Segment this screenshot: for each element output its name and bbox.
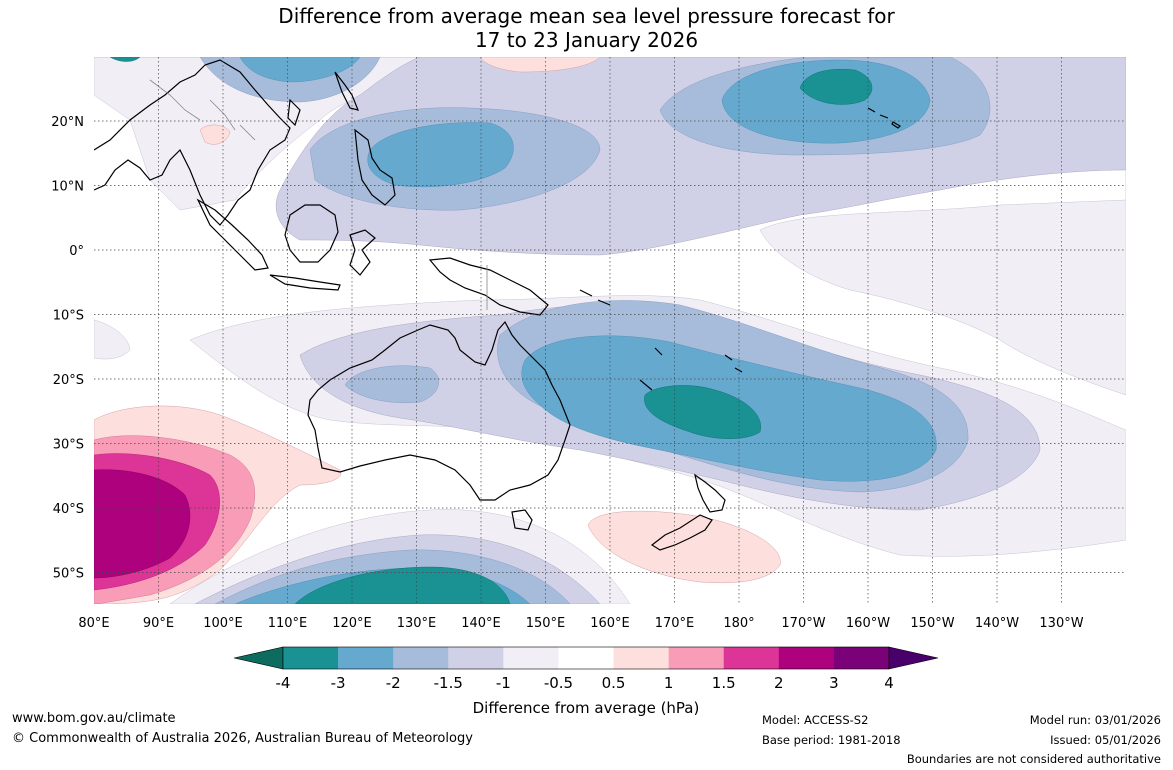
- colorbar-tick-label: 3: [829, 674, 839, 692]
- colorbar: -4 -3 -2 -1.5 -1 -0.5 0.5 1 1.5 2 3 4 Difference fr…: [233, 646, 939, 717]
- colorbar-tick-label: -1.5: [434, 674, 463, 692]
- colorbar-label: Difference from average (hPa): [473, 699, 700, 717]
- country-borders: [149, 79, 488, 310]
- graticule: [94, 57, 1126, 604]
- colorbar-bin: [668, 647, 725, 669]
- colorbar-tick-label: -2: [386, 674, 401, 692]
- colorbar-bin: [778, 647, 835, 669]
- colorbar-bin: [833, 647, 890, 669]
- longitude-label: 180°: [723, 616, 754, 631]
- colorbar-tick-label: -4: [276, 674, 291, 692]
- model-name: Model: ACCESS-S2: [762, 713, 869, 727]
- colorbar-tick-label: 1: [664, 674, 674, 692]
- longitude-label: 110°E: [268, 616, 308, 631]
- tasmania-coastline: [511, 509, 533, 531]
- website-link[interactable]: www.bom.gov.au/climate: [12, 711, 176, 726]
- anomaly-region-weak-negative-west: [94, 319, 131, 360]
- longitude-label: 160°W: [846, 616, 890, 631]
- copyright-text: © Commonwealth of Australia 2026, Austra…: [12, 731, 473, 746]
- title-line-1: Difference from average mean sea level p…: [278, 4, 895, 28]
- longitude-label: 150°E: [526, 616, 566, 631]
- latitude-label: 10°N: [51, 180, 84, 195]
- longitude-label: 130°E: [397, 616, 437, 631]
- latitude-label: 10°S: [53, 309, 84, 324]
- longitude-label: 140°W: [975, 616, 1019, 631]
- sumatra-coastline: [196, 198, 269, 271]
- latitude-label: 40°S: [53, 502, 84, 517]
- map-title: Difference from average mean sea level p…: [0, 4, 1173, 52]
- longitude-label: 100°E: [203, 616, 243, 631]
- longitude-label: 150°W: [910, 616, 954, 631]
- colorbar-tick-label: -1: [496, 674, 511, 692]
- colorbar-bin: [613, 647, 669, 669]
- colorbar-bin: [393, 647, 449, 669]
- colorbar-tick-label: 4: [884, 674, 894, 692]
- anomaly-region-positive-05-north: [199, 57, 601, 145]
- colorbar-tick-label: 2: [774, 674, 784, 692]
- japan-taiwan-coastline: [287, 71, 359, 127]
- asia-mainland-coastline: [94, 59, 291, 226]
- colorbar-tick-label: 1.5: [712, 674, 736, 692]
- longitude-label: 160°E: [590, 616, 630, 631]
- colorbar-overflow-arrow: [888, 646, 939, 670]
- new-zealand-north-coastline: [694, 473, 726, 513]
- sulawesi-coastline: [349, 229, 376, 276]
- pacific-islands-coastline: [579, 289, 743, 391]
- colorbar-tick-label: -3: [331, 674, 346, 692]
- colorbar-bin: [448, 647, 504, 669]
- latitude-label: 20°S: [53, 373, 84, 388]
- new-zealand-south-coastline: [650, 514, 713, 551]
- java-coastline: [269, 274, 341, 291]
- anomaly-region-negative-2: [239, 57, 931, 188]
- colorbar-bin: [338, 647, 394, 669]
- boundaries-disclaimer: Boundaries are not considered authoritat…: [906, 752, 1161, 766]
- colorbar-bins: [282, 646, 890, 670]
- colorbar-bin: [503, 647, 559, 669]
- longitude-label: 120°E: [332, 616, 372, 631]
- latitude-label: 50°S: [53, 567, 84, 582]
- anomaly-region-positive-2: [94, 469, 191, 579]
- anomaly-field: [94, 57, 1126, 604]
- philippines-coastline: [354, 128, 396, 206]
- new-guinea-coastline: [428, 257, 549, 316]
- model-run-date: Model run: 03/01/2026: [1029, 713, 1161, 727]
- colorbar-tick-label: 0.5: [602, 674, 626, 692]
- anomaly-region-positive-05-nz: [587, 510, 781, 584]
- colorbar-underflow-arrow: [233, 646, 284, 670]
- anomaly-region-negative-3: [109, 57, 873, 604]
- longitude-label: 130°W: [1039, 616, 1083, 631]
- latitude-label: 0°: [69, 244, 84, 259]
- colorbar-bin: [558, 647, 614, 669]
- latitude-labels: 20°N 10°N 0° 10°S 20°S 30°S 40°S 50°S: [51, 115, 84, 582]
- base-period: Base period: 1981-2018: [762, 733, 901, 747]
- longitude-label: 170°W: [781, 616, 825, 631]
- colorbar-bin: [283, 647, 339, 669]
- longitude-label: 140°E: [461, 616, 501, 631]
- latitude-label: 20°N: [51, 115, 84, 130]
- longitude-label: 170°E: [655, 616, 695, 631]
- hawaii-coastline: [867, 107, 901, 129]
- longitude-label: 90°E: [143, 616, 174, 631]
- australia-coastline: [307, 320, 571, 501]
- longitude-label: 80°E: [78, 616, 109, 631]
- colorbar-tick-label: -0.5: [544, 674, 573, 692]
- longitude-labels: 80°E 90°E 100°E 110°E 120°E 130°E 140°E 150°E 16…: [78, 616, 1083, 631]
- colorbar-bin: [723, 647, 780, 669]
- colorbar-ticks: -4 -3 -2 -1.5 -1 -0.5 0.5 1 1.5 2 3 4: [276, 674, 894, 692]
- latitude-label: 30°S: [53, 438, 84, 453]
- issued-date: Issued: 05/01/2026: [1050, 733, 1161, 747]
- title-line-2: 17 to 23 January 2026: [474, 28, 699, 52]
